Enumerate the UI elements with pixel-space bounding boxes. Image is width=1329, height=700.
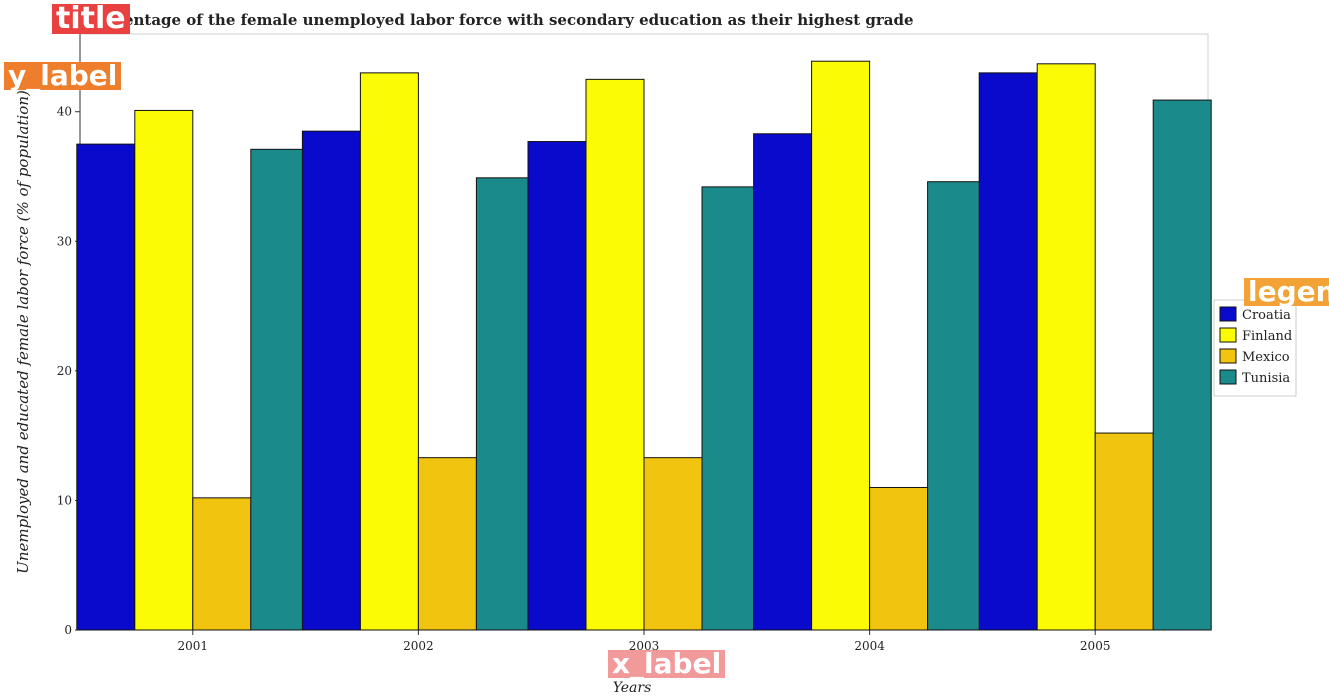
legend-tag: legen [1244,278,1329,306]
legend-label-finland: Finland [1242,329,1292,344]
legend: Croatia Finland Mexico Tunisia [1213,299,1297,397]
bar-croatia-2002 [301,130,361,631]
legend-label-tunisia: Tunisia [1242,371,1290,386]
bar-tunisia-2002 [475,177,535,631]
bar-finland-2005 [1036,63,1096,631]
y-tick-label: 10 [57,493,72,507]
chart-title: Percentage of the female unemployed labo… [87,11,914,29]
y-label-tag: y_label [4,62,122,90]
bar-finland-2003 [585,78,645,631]
y-axis-label: Unemployed and educated female labor for… [14,90,32,574]
legend-swatch-croatia [1219,306,1237,322]
bar-croatia-2003 [527,141,587,631]
bar-croatia-2005 [978,72,1038,631]
bar-mexico-2003 [643,457,703,631]
bar-croatia-2004 [753,133,813,631]
y-tick-label: 20 [57,364,72,378]
bar-mexico-2005 [1094,432,1154,631]
x-axis-label: Years [613,680,652,696]
bar-tunisia-2004 [927,181,987,631]
bar-mexico-2004 [869,486,929,631]
bar-finland-2004 [811,60,871,631]
bar-finland-2002 [359,72,419,631]
x-tick-label: 2002 [403,639,434,653]
legend-label-croatia: Croatia [1242,308,1291,323]
bar-tunisia-2005 [1152,99,1212,631]
legend-swatch-mexico [1219,348,1237,364]
x-label-tag: x_label [608,650,726,678]
legend-label-mexico: Mexico [1242,350,1290,365]
x-tick-label: 2004 [854,639,885,653]
bar-tunisia-2003 [701,186,761,631]
legend-swatch-tunisia [1219,369,1237,385]
x-tick-label: 2001 [178,639,209,653]
bar-finland-2001 [134,109,194,631]
y-tick-label: 40 [57,105,72,119]
y-tick-label: 0 [64,623,72,637]
bar-croatia-2001 [76,143,136,631]
bar-mexico-2001 [192,497,252,631]
x-tick-label: 2003 [629,639,660,653]
y-tick-label: 30 [57,234,72,248]
legend-swatch-finland [1219,327,1237,343]
bars [76,60,1212,631]
bar-mexico-2002 [417,457,477,631]
x-tick-label: 2005 [1080,639,1111,653]
title-tag: title [52,4,130,34]
bar-tunisia-2001 [250,148,310,631]
